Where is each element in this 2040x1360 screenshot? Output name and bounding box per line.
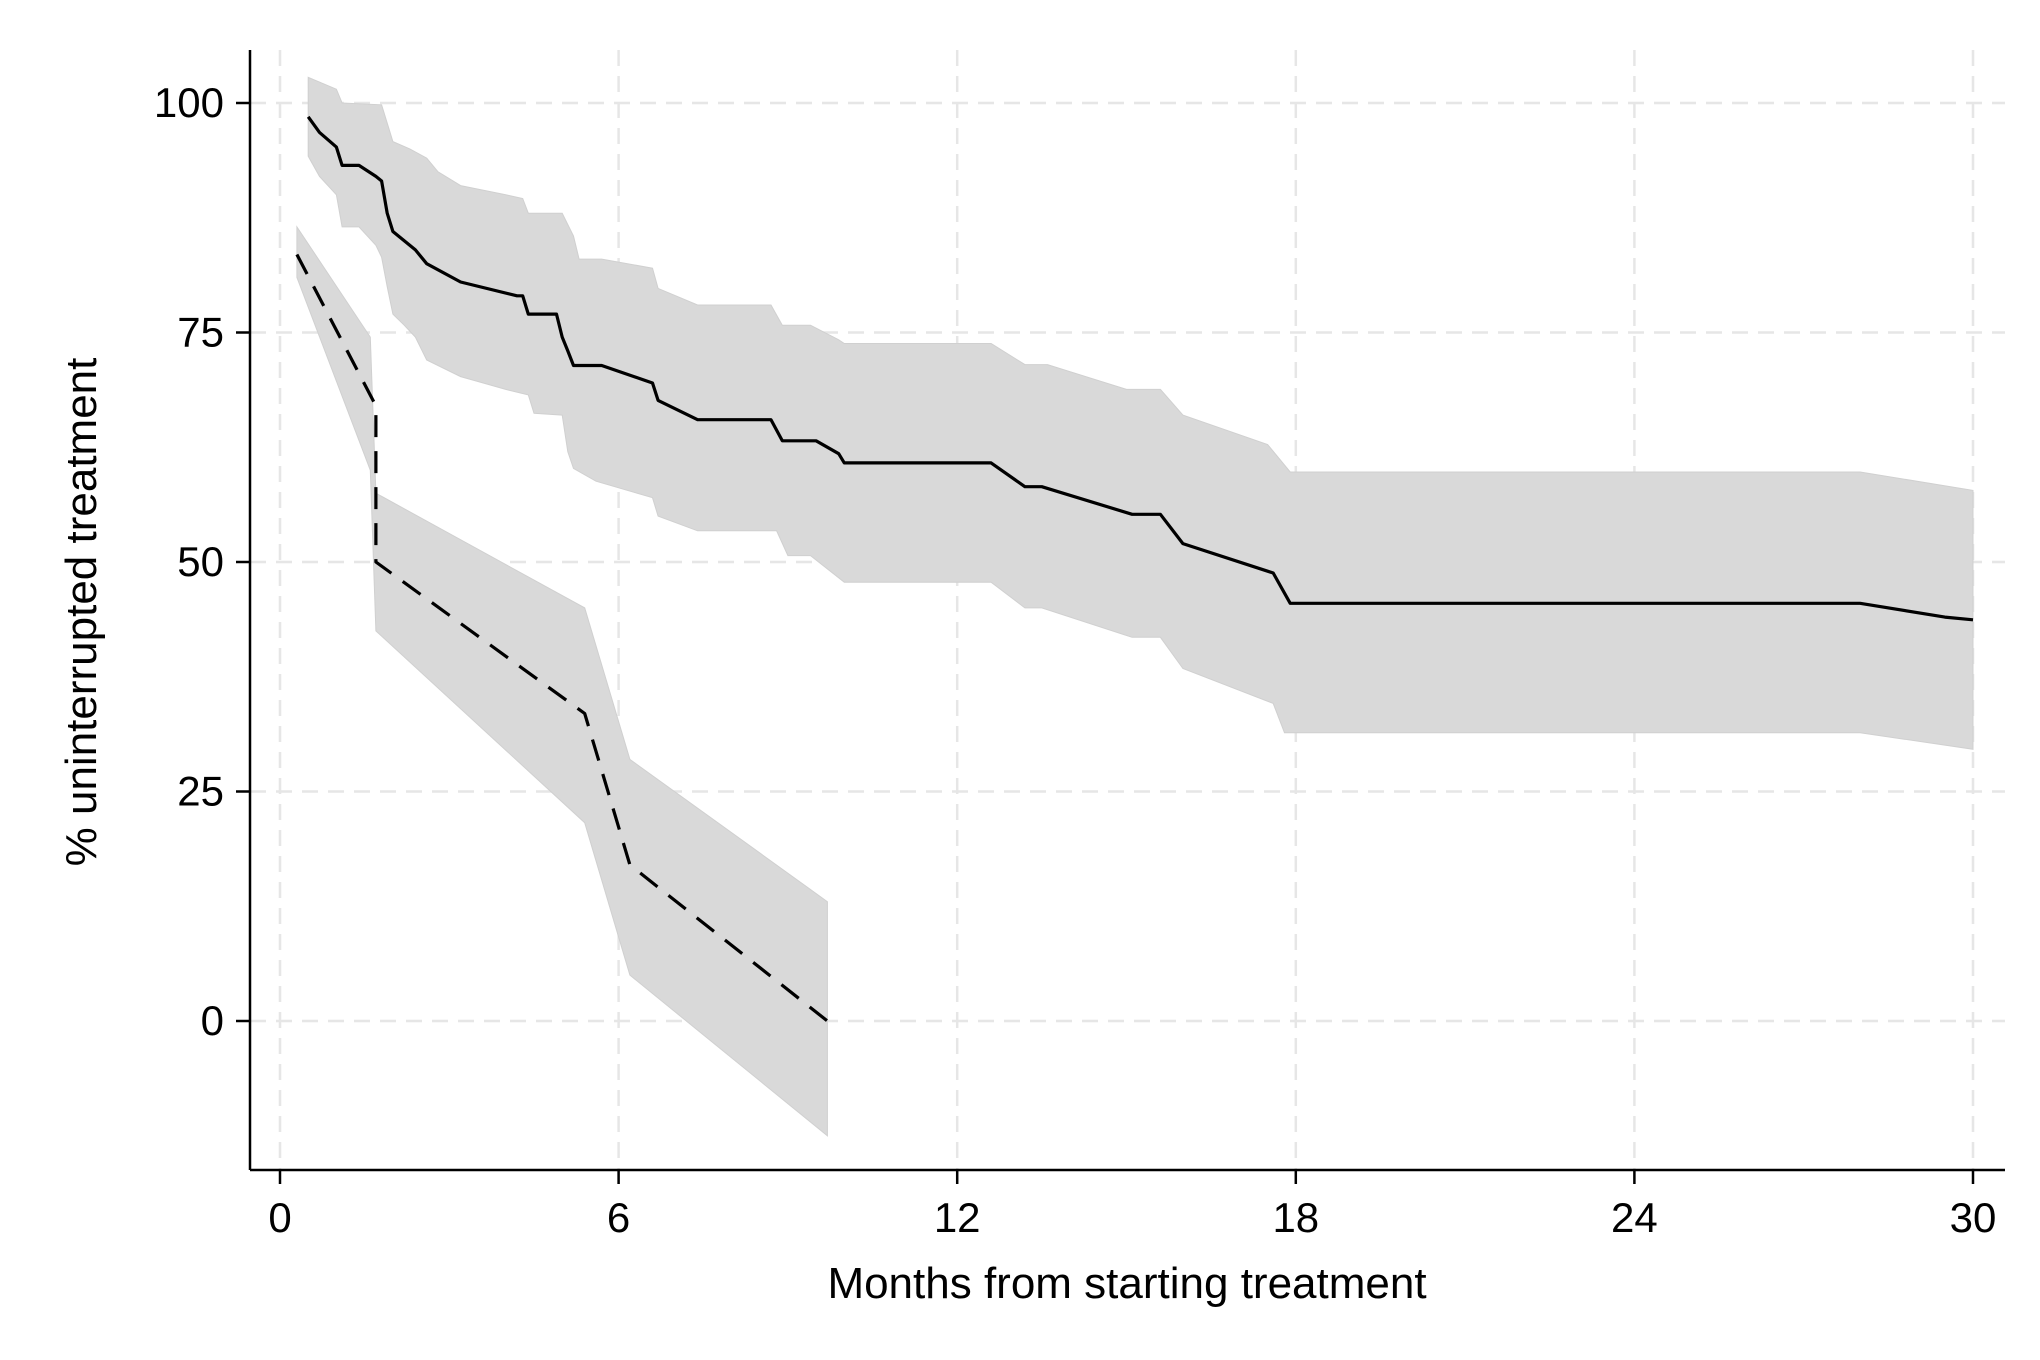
axes: [248, 50, 2005, 1172]
y-tick-label-4: 100: [154, 79, 224, 126]
confidence-bands: [296, 76, 1974, 1137]
series-line-1: [306, 115, 1974, 622]
x-tick-label-3: 18: [1272, 1194, 1319, 1241]
x-tick-label-1: 6: [607, 1194, 630, 1241]
y-tick-label-2: 50: [177, 538, 224, 585]
y-axis-title: % uninterrupted treatment: [57, 358, 106, 867]
x-tick-label-4: 24: [1611, 1194, 1658, 1241]
x-tick-label-0: 0: [268, 1194, 291, 1241]
ci-band-1: [307, 76, 1974, 750]
ticks: 0 6 12 18 24 30 0 25 50 75 100: [154, 79, 1996, 1241]
survival-lines: [295, 115, 1974, 1023]
x-tick-label-2: 12: [934, 1194, 981, 1241]
x-tick-label-5: 30: [1950, 1194, 1997, 1241]
y-tick-label-1: 25: [177, 768, 224, 815]
x-axis-title: Months from starting treatment: [827, 1259, 1426, 1308]
y-tick-label-3: 75: [177, 309, 224, 356]
y-tick-label-0: 0: [201, 997, 224, 1044]
